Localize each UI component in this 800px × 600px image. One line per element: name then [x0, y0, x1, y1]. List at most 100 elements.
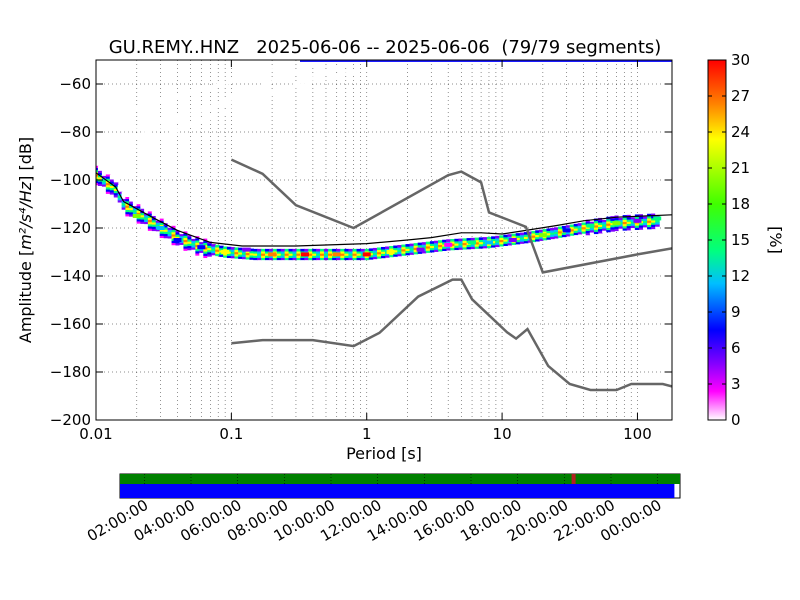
pdf-cell	[486, 239, 492, 242]
pdf-cell	[105, 191, 111, 194]
hf-band-cell	[132, 106, 140, 110]
colorbar-tick-label: 9	[731, 303, 741, 321]
pdf-cell	[553, 229, 559, 233]
pdf-cell	[503, 234, 508, 238]
pdf-cell	[550, 230, 555, 233]
pdf-cell	[618, 223, 624, 227]
pdf-cell	[316, 253, 321, 256]
pdf-cell	[323, 251, 329, 254]
hf-band-cell	[303, 78, 311, 82]
pdf-cell	[187, 241, 192, 244]
pdf-cell	[425, 246, 431, 249]
pdf-cell	[163, 218, 169, 221]
pdf-cell	[121, 207, 127, 210]
pdf-cell	[651, 222, 656, 225]
pdf-cell	[598, 230, 603, 234]
pdf-cell	[171, 234, 177, 237]
pdf-cell	[634, 223, 640, 226]
pdf-cell	[129, 196, 134, 200]
pdf-cell	[312, 248, 317, 252]
pdf-cell	[163, 227, 169, 230]
pdf-cell	[614, 219, 619, 223]
pdf-cell	[433, 242, 439, 246]
hf-band-cell	[159, 134, 167, 138]
hf-band-cell	[210, 103, 218, 107]
pdf-cell	[491, 240, 496, 244]
y-tick-label: −60	[59, 75, 91, 93]
pdf-cell	[105, 174, 111, 177]
pdf-cell	[618, 217, 624, 221]
pdf-cell	[125, 216, 130, 219]
hf-band-cell	[152, 120, 160, 124]
pdf-cell	[144, 228, 149, 231]
pdf-cell	[589, 232, 595, 235]
pdf-cell	[121, 196, 127, 199]
hf-band-cell	[235, 99, 243, 103]
pdf-cell	[360, 257, 366, 261]
pdf-cell	[183, 246, 188, 249]
hf-band-cell	[248, 88, 256, 92]
pdf-cell	[328, 248, 333, 252]
pdf-cell	[140, 214, 145, 218]
pdf-cell	[368, 252, 374, 256]
pdf-cell	[191, 232, 196, 235]
pdf-cell	[655, 224, 660, 227]
pdf-cell	[230, 255, 236, 259]
pdf-cell	[113, 184, 119, 187]
pdf-cell	[550, 227, 555, 231]
pdf-cell	[332, 251, 337, 254]
hf-band-cell	[125, 138, 133, 142]
pdf-cell	[147, 219, 153, 223]
hf-band-cell	[131, 145, 139, 149]
psd-availability-bar	[120, 484, 675, 498]
hf-band-cell	[243, 90, 251, 94]
pdf-cell	[606, 227, 611, 231]
hf-band-cell	[196, 88, 204, 92]
pdf-point	[612, 221, 621, 226]
hf-band-cell	[355, 69, 363, 72]
pdf-cell	[450, 247, 455, 251]
pdf-cell	[97, 176, 103, 180]
pdf-cell	[491, 236, 496, 239]
pdf-cell	[179, 238, 184, 241]
pdf-cell	[230, 247, 236, 250]
pdf-cell	[523, 234, 529, 237]
pdf-cell	[401, 253, 406, 256]
pdf-cell	[413, 245, 419, 248]
pdf-cell	[458, 238, 463, 242]
pdf-cell	[312, 257, 317, 261]
pdf-cell	[199, 256, 204, 260]
hf-band-cell	[140, 124, 148, 128]
hf-band-cell	[178, 114, 186, 118]
pdf-cell	[129, 207, 134, 211]
pdf-cell	[136, 223, 142, 226]
hf-band-cell	[165, 132, 173, 136]
hf-band-cell	[182, 115, 190, 119]
pdf-cell	[144, 219, 149, 222]
pdf-cell	[602, 228, 607, 231]
hf-band-cell	[290, 70, 298, 74]
pdf-cell	[296, 253, 301, 256]
pdf-cell	[478, 243, 484, 247]
pdf-cell	[308, 255, 313, 258]
pdf-cell	[581, 231, 587, 234]
pdf-cell	[132, 220, 138, 224]
pdf-cell	[642, 226, 648, 230]
pdf-cell	[147, 221, 153, 225]
pdf-cell	[284, 255, 290, 258]
hf-band-cell	[276, 76, 284, 80]
pdf-cell	[368, 248, 374, 251]
hf-band-cell	[120, 140, 128, 144]
pdf-cell	[577, 231, 583, 235]
pdf-cell	[356, 248, 362, 252]
pdf-cell	[542, 229, 548, 232]
pdf-cell	[593, 225, 599, 228]
pdf-cell	[438, 244, 443, 248]
pdf-cell	[647, 222, 652, 226]
pdf-cell	[413, 251, 419, 255]
pdf-cell	[296, 248, 301, 252]
hf-band-cell	[252, 72, 260, 76]
pdf-cell	[332, 255, 337, 258]
pdf-cell	[561, 234, 567, 238]
pdf-cell	[155, 215, 161, 219]
